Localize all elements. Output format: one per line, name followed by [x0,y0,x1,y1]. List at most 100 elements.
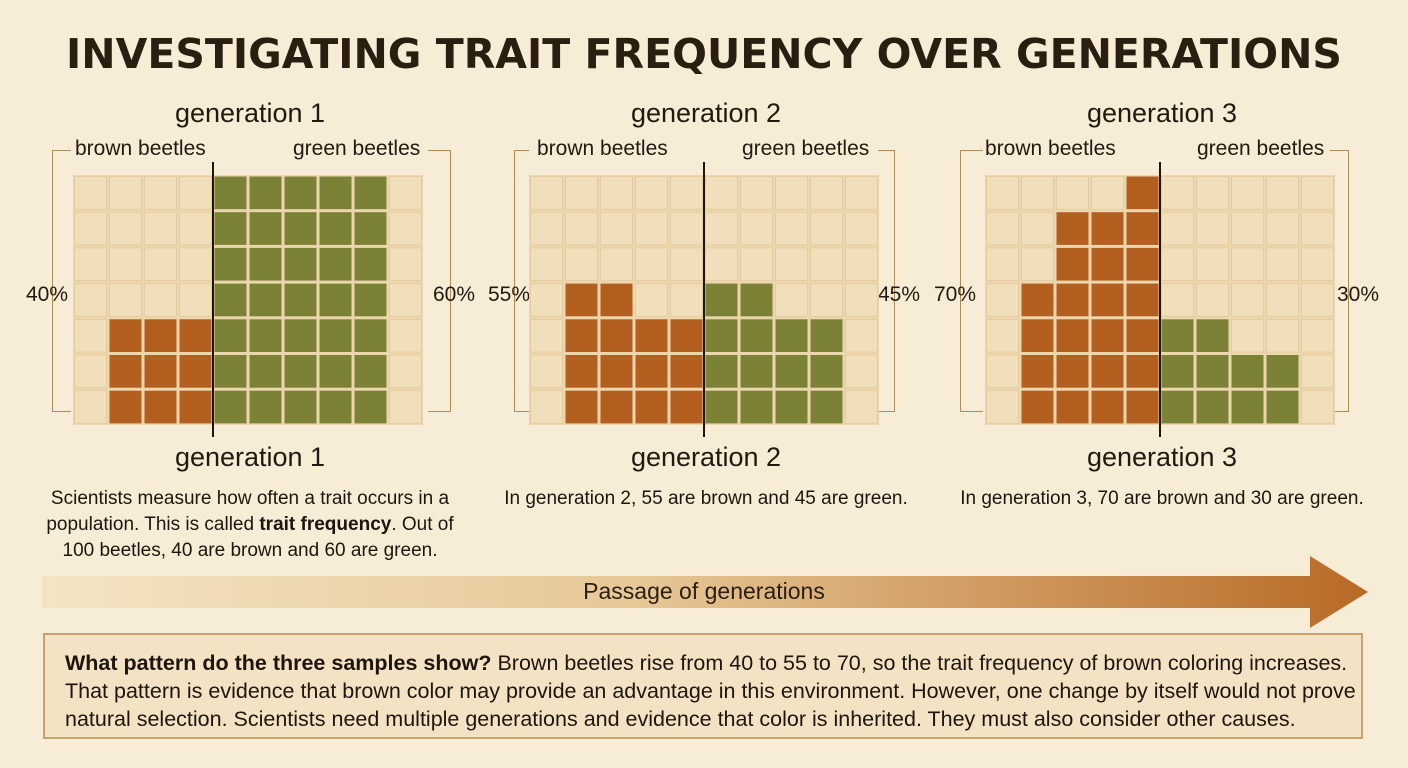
brown-percent: 40% [26,283,69,306]
beetle-cell-green [284,390,317,424]
beetle-cell-empty [74,354,107,389]
beetle-cell-green [705,390,738,424]
beetle-cell-empty [600,211,633,246]
beetle-cell-brown [1056,390,1089,424]
beetle-cell-empty [1301,354,1334,389]
beetle-cell-empty [705,247,738,282]
beetle-cell-green [249,390,282,424]
beetle-cell-green [214,176,247,210]
generation-caption: In generation 2, 55 are brown and 45 are… [486,486,926,512]
beetle-cell-empty [389,283,422,317]
generation-footer: generation 2 [630,442,782,472]
beetle-cell-brown [144,390,177,424]
beetle-cell-empty [1266,247,1299,282]
beetle-cell-brown [670,355,703,388]
beetle-cell-green [284,319,317,352]
beetle-cell-brown [1056,283,1089,317]
beetle-cell-green [1231,390,1264,424]
arrow-label: Passage of generations [583,578,825,604]
beetle-cell-empty [565,176,598,210]
beetle-cell-brown [179,355,212,388]
beetle-cell-empty [74,176,107,210]
beetle-cell-empty [635,176,668,210]
generation-heading: generation 1 [174,98,326,128]
beetle-cell-empty [565,247,598,282]
beetle-cell-empty [144,176,177,210]
beetle-cell-empty [1161,176,1194,210]
generation-panel-2: generation 2 brown beetles green beetles… [488,90,956,560]
beetle-cell-brown [600,390,633,424]
green-bracket [878,150,895,412]
green-beetles-label: green beetles [293,137,421,160]
beetle-cell-brown [1021,319,1054,352]
beetle-cell-empty [1266,176,1299,210]
beetle-cell-green [284,247,317,281]
beetle-cell-empty [74,283,107,317]
beetle-cell-empty [845,176,878,210]
beetle-cell-empty [389,390,422,424]
beetle-cell-empty [144,211,177,246]
beetle-grid-svg [530,176,878,424]
brown-beetles-label: brown beetles [537,137,668,160]
beetle-cell-green [284,283,317,317]
beetle-cell-green [354,247,387,281]
beetle-cell-empty [775,211,808,246]
beetle-cell-empty [845,247,878,282]
beetle-cell-empty [810,211,843,246]
arrow-shape [42,556,1368,628]
green-percent: 30% [1337,283,1380,306]
beetle-cell-empty [986,176,1019,210]
summary-box: What pattern do the three samples show? … [43,633,1363,739]
beetle-cell-brown [1056,247,1089,281]
beetle-cell-empty [845,318,878,353]
beetle-cell-green [214,247,247,281]
generation-panel-1: generation 1 brown beetles green beetles… [26,90,500,561]
beetle-cell-green [1161,390,1194,424]
beetle-cell-empty [109,283,142,317]
beetle-cell-empty [810,176,843,210]
beetle-cell-empty [389,247,422,282]
beetle-cell-empty [1301,283,1334,317]
beetle-cell-brown [109,390,142,424]
beetle-cell-green [1161,319,1194,352]
beetle-cell-green [249,283,282,317]
beetle-cell-empty [109,176,142,210]
beetle-cell-empty [530,390,563,424]
beetle-cell-empty [740,176,773,210]
beetle-cell-empty [986,211,1019,246]
beetle-cell-empty [600,176,633,210]
beetle-cell-green [354,283,387,317]
beetle-cell-empty [986,354,1019,389]
caption-text: In generation 2, 55 are brown and 45 are… [504,488,908,509]
caption-text-end: . Out of 100 beetles, 40 are brown and 6… [62,514,454,561]
beetle-cell-green [810,355,843,388]
beetle-cell-green [740,283,773,317]
beetle-cell-brown [635,390,668,424]
beetle-cell-brown [1126,176,1159,210]
beetle-cell-green [705,283,738,317]
beetle-cell-brown [1021,390,1054,424]
beetle-cell-empty [1021,176,1054,210]
beetle-cell-green [249,212,282,245]
green-percent: 45% [878,283,921,306]
beetle-cell-empty [1231,176,1264,210]
beetle-cell-empty [670,176,703,210]
brown-percent: 55% [488,283,531,306]
beetle-cell-empty [74,247,107,282]
brown-percent: 70% [934,283,977,306]
beetle-cell-empty [1231,211,1264,246]
beetle-cell-brown [670,390,703,424]
beetle-cell-brown [109,355,142,388]
beetle-cell-empty [705,211,738,246]
beetle-cell-empty [1301,211,1334,246]
beetle-cell-green [284,355,317,388]
beetle-cell-empty [1021,211,1054,246]
beetle-cell-green [740,319,773,352]
beetle-cell-empty [1196,211,1229,246]
beetle-cell-empty [775,176,808,210]
beetle-cell-brown [565,283,598,317]
generation-footer: generation 3 [1086,442,1238,472]
beetle-cell-green [775,319,808,352]
beetle-cell-brown [1091,212,1124,245]
beetle-cell-empty [845,283,878,317]
